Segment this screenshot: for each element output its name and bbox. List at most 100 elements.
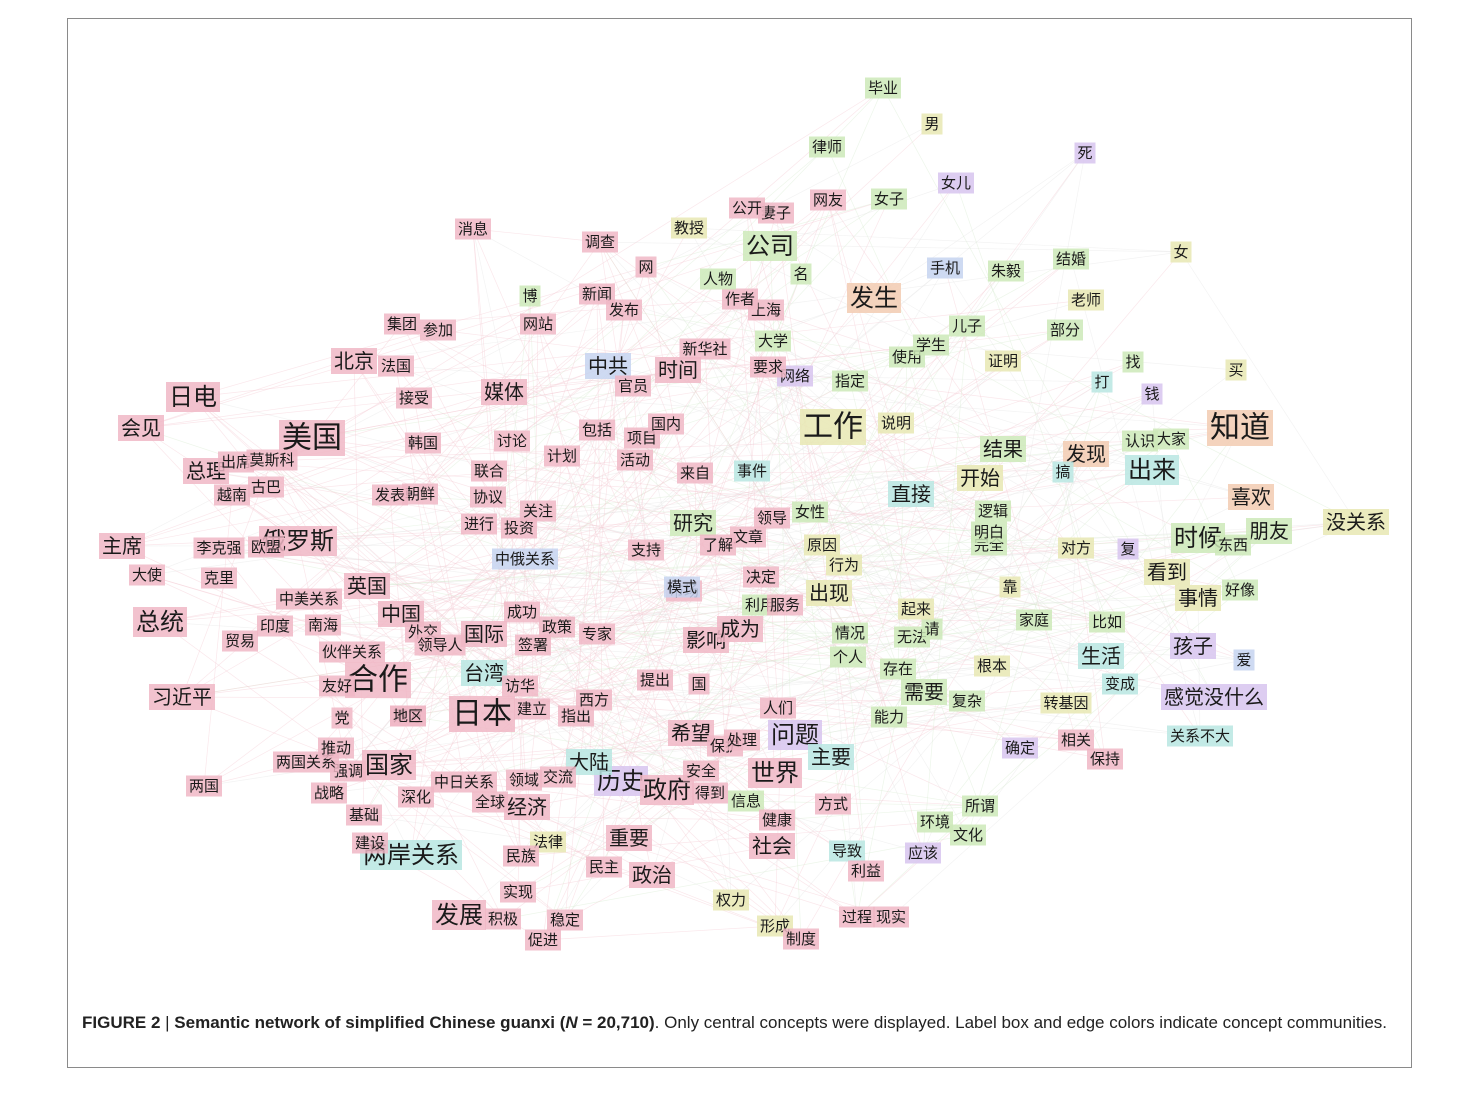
network-edge xyxy=(922,453,1087,854)
concept-label: 签署 xyxy=(518,636,548,654)
concept-node: 投资 xyxy=(501,517,537,539)
concept-label-box xyxy=(1144,559,1190,585)
concept-label-box xyxy=(248,536,284,558)
concept-label: 重要 xyxy=(609,826,649,850)
concept-label-box xyxy=(760,697,796,719)
concept-label-box xyxy=(878,412,914,434)
network-edge xyxy=(121,123,933,547)
concept-label-box xyxy=(544,445,580,467)
concept-node: 权力 xyxy=(713,889,749,911)
concept-label-box xyxy=(957,465,1003,491)
concept-label: 上海 xyxy=(751,301,781,319)
concept-label: 网友 xyxy=(813,191,843,209)
concept-label: 环境 xyxy=(920,813,950,831)
concept-label-box xyxy=(331,707,353,729)
concept-label: 死 xyxy=(1077,144,1092,162)
concept-label-box xyxy=(873,906,909,928)
concept-node: 家庭 xyxy=(1016,609,1052,631)
concept-label: 会见 xyxy=(121,416,161,440)
concept-label: 出来 xyxy=(1128,456,1176,484)
concept-label-box xyxy=(362,750,416,780)
concept-label-box xyxy=(405,432,441,454)
concept-label-box xyxy=(1122,430,1158,452)
concept-node: 贸易 xyxy=(222,630,258,652)
concept-label: 党 xyxy=(334,709,349,727)
concept-node: 逻辑 xyxy=(975,500,1011,522)
concept-label: 转基因 xyxy=(1043,694,1088,712)
concept-node: 党 xyxy=(331,707,353,729)
concept-label: 大学 xyxy=(758,332,788,350)
concept-label: 积极 xyxy=(488,910,518,928)
network-edge xyxy=(377,656,849,681)
concept-label-box xyxy=(540,766,576,788)
concept-label-box xyxy=(579,623,615,645)
concept-label-box xyxy=(927,257,963,279)
network-edge xyxy=(677,369,1199,599)
concept-node: 进行 xyxy=(461,513,497,535)
network-edge xyxy=(888,438,1172,718)
concept-label: 保持 xyxy=(1090,750,1120,768)
concept-label-box xyxy=(470,486,506,508)
concept-node: 成为 xyxy=(717,616,763,642)
concept-label: 教授 xyxy=(674,219,704,237)
concept-label-box xyxy=(713,889,749,911)
concept-label: 手机 xyxy=(930,259,960,277)
network-edge xyxy=(181,604,761,698)
network-edge xyxy=(575,429,598,717)
concept-node: 起来 xyxy=(898,598,934,620)
network-edge xyxy=(336,544,823,687)
concept-label-box xyxy=(248,476,284,498)
concept-node: 确定 xyxy=(1002,737,1038,759)
network-edge xyxy=(181,696,802,940)
concept-node: 民主 xyxy=(586,856,622,878)
network-edge xyxy=(271,459,368,587)
concept-label-box xyxy=(1040,692,1092,714)
network-edge xyxy=(588,702,1067,763)
concept-label: 中美关系 xyxy=(279,590,339,608)
network-edge xyxy=(517,619,1035,893)
concept-node: 关注 xyxy=(520,500,556,522)
concept-label: 民主 xyxy=(589,858,619,876)
concept-label-box xyxy=(472,791,508,813)
concept-node: 个人 xyxy=(830,646,866,668)
concept-label-box xyxy=(481,379,527,405)
network-edge xyxy=(271,459,700,685)
concept-label: 印度 xyxy=(260,617,290,635)
concept-label-box xyxy=(514,698,550,720)
network-edge xyxy=(931,477,981,630)
network-edge xyxy=(140,329,439,429)
concept-node: 现实 xyxy=(873,906,909,928)
concept-node: 存在 xyxy=(880,658,916,680)
concept-label: 对方 xyxy=(1061,539,1091,557)
concept-label: 专家 xyxy=(582,625,612,643)
concept-label-box xyxy=(193,537,245,559)
network-edge xyxy=(395,245,771,367)
concept-node: 研究 xyxy=(670,510,716,536)
concept-label-box xyxy=(449,696,515,732)
network-edge xyxy=(645,266,913,638)
concept-label-box xyxy=(815,793,851,815)
concept-node: 部分 xyxy=(1047,319,1083,341)
concept-node: 感觉没什么 xyxy=(1161,684,1267,710)
concept-node: 要求 xyxy=(750,356,786,378)
concept-node: 情况 xyxy=(832,622,868,644)
concept-label: 出席 xyxy=(221,453,251,471)
concept-label: 两国 xyxy=(189,777,219,795)
network-edge xyxy=(487,496,622,782)
concept-label-box xyxy=(558,705,594,727)
concept-label-box xyxy=(728,790,764,812)
concept-node: 公开 xyxy=(729,197,765,219)
concept-label-box xyxy=(1167,725,1233,747)
concept-node: 古巴 xyxy=(248,476,284,498)
concept-node: 总统 xyxy=(133,607,187,637)
concept-label: 领导人 xyxy=(417,636,462,654)
concept-label: 名 xyxy=(793,265,808,283)
concept-label: 新闻 xyxy=(582,285,612,303)
concept-node: 全球 xyxy=(472,791,508,813)
network-edge xyxy=(472,228,590,763)
concept-label-box xyxy=(754,507,790,529)
network-edge xyxy=(826,146,1106,760)
concept-node: 利益 xyxy=(848,860,884,882)
network-edge xyxy=(311,323,539,439)
concept-label: 北京 xyxy=(334,349,374,373)
